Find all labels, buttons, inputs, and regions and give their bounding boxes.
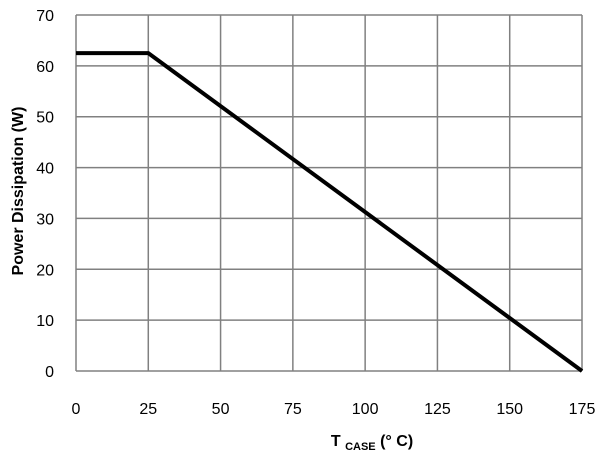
y-tick-label-70: 70 xyxy=(36,8,54,25)
x-tick-label-50: 50 xyxy=(212,401,230,418)
x-tick-label-100: 100 xyxy=(352,401,379,418)
x-tick-label-25: 25 xyxy=(139,401,157,418)
y-tick-label-30: 30 xyxy=(36,211,54,228)
y-tick-labels: 0 10 20 30 40 50 60 70 xyxy=(36,8,54,381)
y-tick-label-40: 40 xyxy=(36,161,54,178)
y-axis-title: Power Dissipation (W) xyxy=(10,107,27,276)
y-tick-label-20: 20 xyxy=(36,262,54,279)
y-tick-label-0: 0 xyxy=(45,364,54,381)
x-tick-label-0: 0 xyxy=(72,401,81,418)
x-tick-label-150: 150 xyxy=(496,401,523,418)
x-axis-title-main: T xyxy=(331,433,341,450)
x-axis-title-suffix: (° C) xyxy=(380,433,413,450)
y-tick-label-60: 60 xyxy=(36,59,54,76)
x-tick-labels: 0 25 50 75 100 125 150 175 xyxy=(72,401,596,418)
y-tick-label-50: 50 xyxy=(36,110,54,127)
x-tick-label-75: 75 xyxy=(284,401,302,418)
grid-lines xyxy=(75,14,583,372)
x-axis-title-subscript: CASE xyxy=(345,441,376,453)
series-layer xyxy=(76,51,584,373)
series-line-0 xyxy=(76,51,584,373)
x-tick-label-175: 175 xyxy=(569,401,596,418)
y-tick-label-10: 10 xyxy=(36,313,54,330)
x-axis-title: T CASE (° C) xyxy=(331,433,413,454)
x-tick-label-125: 125 xyxy=(424,401,451,418)
